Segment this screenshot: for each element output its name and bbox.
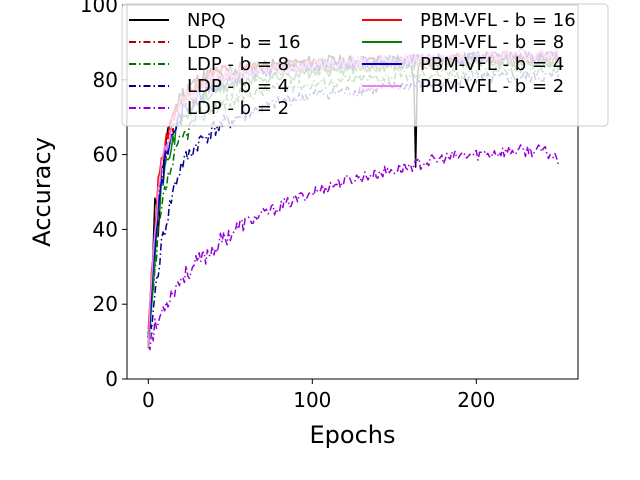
y-tick-label: 100 xyxy=(80,0,118,17)
tick-layer: 0 100 200 0 20 40 60 80 100 xyxy=(80,0,496,412)
legend-item: PBM-VFL - b = 2 xyxy=(362,76,564,97)
y-tick-label: 60 xyxy=(93,143,118,167)
legend-item: LDP - b = 2 xyxy=(129,98,289,119)
y-tick-label: 40 xyxy=(93,217,118,241)
legend-item: NPQ xyxy=(129,10,226,31)
legend-label: LDP - b = 16 xyxy=(187,32,301,53)
legend-item: PBM-VFL - b = 16 xyxy=(362,10,576,31)
x-tick-label: 100 xyxy=(293,388,331,412)
legend-item: PBM-VFL - b = 4 xyxy=(362,54,564,75)
legend-item: LDP - b = 8 xyxy=(129,54,289,75)
x-axis-title: Epochs xyxy=(310,421,396,449)
legend-item: PBM-VFL - b = 8 xyxy=(362,32,564,53)
legend-label: PBM-VFL - b = 8 xyxy=(420,32,564,53)
y-tick-label: 0 xyxy=(105,367,118,391)
series-line xyxy=(147,144,560,351)
legend-label: PBM-VFL - b = 4 xyxy=(420,54,564,75)
x-tick-label: 0 xyxy=(142,388,155,412)
legend-label: PBM-VFL - b = 16 xyxy=(420,10,576,31)
y-tick-label: 20 xyxy=(93,292,118,316)
legend-item: LDP - b = 16 xyxy=(129,32,301,53)
legend-label: NPQ xyxy=(187,10,226,31)
legend-label: LDP - b = 8 xyxy=(187,54,289,75)
y-tick-label: 80 xyxy=(93,68,118,92)
y-axis-title: Accuracy xyxy=(28,137,56,247)
legend-label: LDP - b = 4 xyxy=(187,76,289,97)
legend-label: PBM-VFL - b = 2 xyxy=(420,76,564,97)
x-tick-label: 200 xyxy=(457,388,495,412)
legend-item: LDP - b = 4 xyxy=(129,76,289,97)
legend-label: LDP - b = 2 xyxy=(187,98,289,119)
